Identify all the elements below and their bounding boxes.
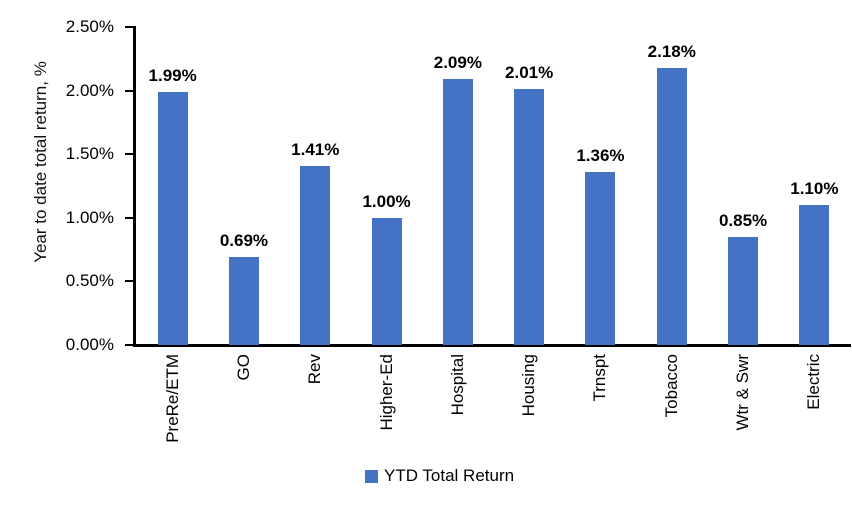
- x-category-label: Housing: [519, 354, 539, 417]
- bar-value-label: 1.10%: [790, 179, 839, 199]
- bar: [157, 91, 188, 345]
- x-category-label: GO: [233, 354, 253, 381]
- x-axis-line: [133, 344, 851, 347]
- bar-value-label: 2.18%: [647, 41, 696, 61]
- y-axis-line: [133, 26, 136, 347]
- y-tick-label: 2.50%: [65, 17, 114, 36]
- y-tick-label: 2.00%: [65, 80, 114, 100]
- x-category-label: Hospital: [447, 354, 467, 416]
- legend: YTD Total Return: [365, 466, 514, 486]
- bar: [728, 236, 759, 345]
- y-tick-mark: [125, 344, 136, 346]
- bar-value-label: 1.00%: [362, 191, 411, 211]
- bar: [656, 67, 687, 345]
- y-tick-label: 0.00%: [65, 335, 114, 354]
- bar-value-label: 0.85%: [718, 210, 768, 230]
- y-tick-label: 1.00%: [65, 207, 114, 227]
- y-tick-mark: [125, 216, 136, 219]
- bar: [300, 165, 331, 345]
- y-tick-label: 1.50%: [65, 144, 114, 164]
- x-category-label: Higher-Ed: [376, 354, 396, 431]
- legend-swatch-icon: [365, 469, 378, 483]
- bar-value-label: 2.01%: [505, 63, 554, 83]
- x-category-label: Rev: [305, 354, 325, 385]
- y-tick-mark: [125, 280, 136, 283]
- legend-label: YTD Total Return: [384, 466, 515, 485]
- bar-value-label: 2.09%: [433, 53, 482, 73]
- y-tick-mark: [125, 26, 136, 28]
- x-category-label: Electric: [804, 354, 824, 410]
- x-category-label: Tobacco: [661, 354, 681, 418]
- bar: [799, 205, 830, 345]
- y-tick-mark: [125, 89, 136, 92]
- bar: [585, 172, 616, 345]
- y-tick-mark: [125, 153, 136, 156]
- bar-value-label: 1.36%: [576, 146, 625, 165]
- bar: [514, 89, 545, 345]
- bar: [371, 217, 402, 345]
- bar: [228, 257, 259, 345]
- x-category-label: PreRe/ETM: [162, 354, 182, 443]
- bar-value-label: 0.69%: [219, 231, 269, 251]
- y-tick-label: 0.50%: [65, 271, 114, 291]
- bar-value-label: 1.99%: [148, 65, 197, 85]
- bar: [442, 79, 473, 345]
- x-category-label: Wtr & Swr: [733, 354, 753, 431]
- x-category-label: Trnspt: [590, 354, 610, 402]
- bar-value-label: 1.41%: [291, 139, 340, 159]
